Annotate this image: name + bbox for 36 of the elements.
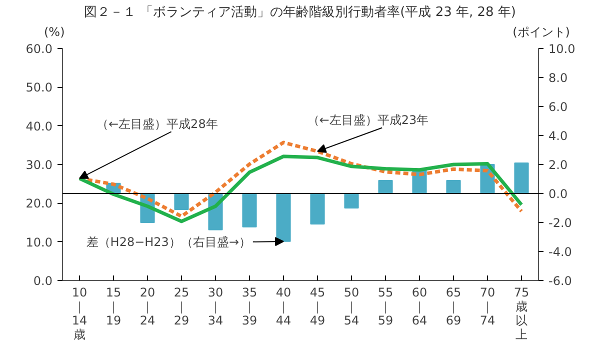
- chart-title: 図２－１ 「ボランティア活動」の年齢階級別行動者率(平成 23 年, 28 年): [82, 4, 518, 22]
- x-tick-label: 50｜54: [344, 286, 360, 328]
- y-tick-label: 20.0: [26, 196, 52, 211]
- x-tick-label: 25｜29: [174, 286, 190, 328]
- y2-tick-label: -2.0: [548, 216, 572, 230]
- x-tick-label: 35｜39: [242, 286, 258, 328]
- y2-tick-label: 2.0: [548, 158, 568, 172]
- x-tick-label: 40｜44: [276, 286, 292, 328]
- y2-tick-label: 10.0: [548, 42, 576, 56]
- y-tick-label: 60.0: [26, 42, 52, 56]
- x-tick-label: 30｜34: [208, 286, 224, 328]
- annotation: （←左目盛）平成23年: [307, 113, 429, 128]
- x-tick-label: 10｜14歳: [72, 286, 88, 342]
- y-tick-label: 10.0: [26, 235, 52, 250]
- annotation: （←左目盛）平成28年: [96, 116, 218, 131]
- x-tick-label: 70｜74: [480, 286, 496, 328]
- x-tick-label: 20｜24: [140, 286, 156, 328]
- y-tick-label: 0.0: [33, 274, 53, 288]
- x-tick-label: 55｜59: [378, 286, 394, 328]
- annotation: 差（H28−H23）（右目盛→）: [86, 234, 252, 249]
- x-tick-label: 15｜19: [106, 286, 122, 328]
- x-tick-label: 75歳以上: [514, 286, 530, 342]
- y2-tick-label: -4.0: [548, 245, 572, 259]
- y2-axis-title: (ポイント): [512, 24, 570, 41]
- y-axis-title: (%): [44, 24, 65, 41]
- y-tick-label: 50.0: [26, 80, 52, 95]
- x-tick-label: 65｜69: [446, 286, 462, 328]
- y2-tick-label: 0.0: [548, 187, 568, 201]
- y2-tick-label: 4.0: [548, 129, 568, 143]
- y-tick-label: 40.0: [26, 119, 52, 134]
- y2-tick-label: 8.0: [548, 71, 568, 85]
- y2-tick-label: 6.0: [548, 100, 568, 114]
- y2-tick-label: -6.0: [548, 274, 572, 288]
- x-tick-label: 60｜64: [412, 286, 428, 328]
- x-tick-label: 45｜49: [310, 286, 326, 328]
- y-tick-label: 30.0: [26, 158, 52, 172]
